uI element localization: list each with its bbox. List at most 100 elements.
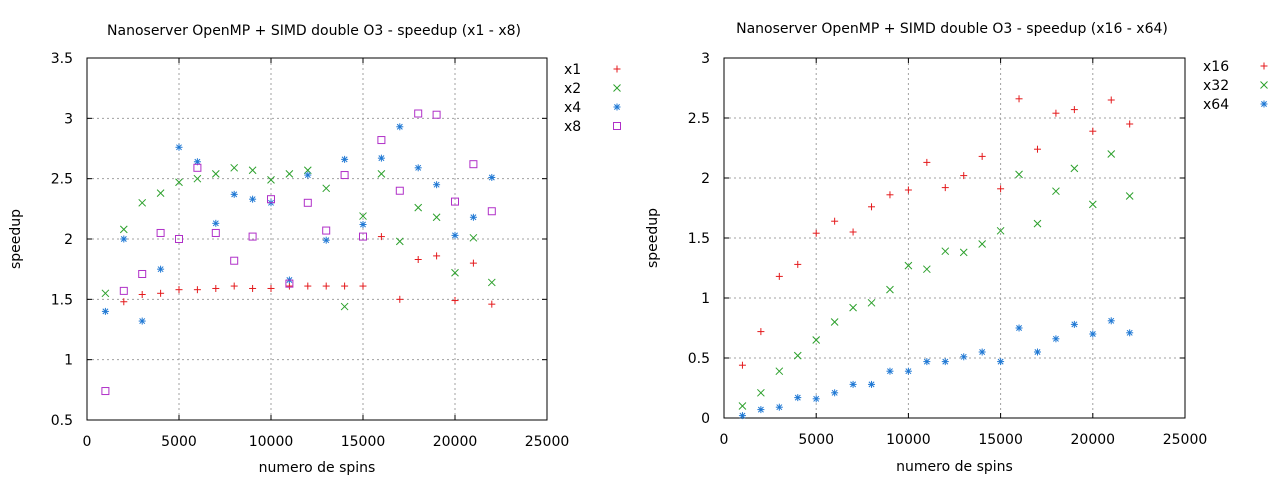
data-point [997,185,1005,193]
data-point [886,367,894,375]
data-point [978,152,986,160]
series-x64 [738,317,1134,420]
series-x1 [120,233,496,308]
data-point [101,289,110,298]
data-point [377,169,386,178]
data-point [377,233,385,241]
data-point [433,252,441,260]
data-point [285,169,294,178]
data-point [395,237,404,246]
data-point [395,186,404,195]
data-point [469,259,477,267]
chart-panel-2 [723,57,1268,420]
data-point [359,282,367,290]
data-point [849,228,857,236]
data-point [175,178,183,187]
data-point [414,203,423,212]
data-point [738,412,746,420]
data-point [267,176,275,184]
data-point [304,171,312,179]
data-point [487,207,496,216]
data-point [322,236,330,244]
chart-panel-1 [86,57,621,421]
data-point [211,169,220,178]
data-point [1070,164,1079,173]
data-point [1015,324,1023,332]
data-point [230,282,238,290]
data-point [267,284,275,292]
data-point [469,213,477,221]
data-point [230,190,238,198]
data-point [432,213,441,222]
y-tick-label: 2.5 [688,111,710,127]
data-point [812,229,820,237]
data-point [996,226,1005,235]
data-point [414,109,423,118]
data-point [775,272,783,280]
data-point [193,286,201,294]
data-point [469,160,478,169]
data-point [960,353,968,361]
data-point [340,302,349,311]
data-point [868,203,876,211]
data-point [775,403,783,411]
data-point [341,282,349,290]
data-point [212,284,220,292]
data-point [156,228,165,237]
data-point [794,260,802,268]
data-point [959,248,968,257]
data-point [138,198,147,207]
legend-label: x8 [564,119,581,135]
data-point [1088,200,1097,209]
data-point [1089,127,1097,135]
data-point [211,228,220,237]
data-point [359,212,367,220]
data-point [488,173,496,181]
legend-marker [1260,81,1268,89]
data-point [156,189,165,198]
y-tick-label: 0 [701,411,710,427]
series-x8 [101,109,496,396]
data-point [249,195,257,203]
data-point [175,235,183,243]
data-point [451,297,459,305]
data-point [267,195,275,204]
data-point [757,406,765,414]
x-tick-label: 20000 [433,434,478,450]
legend-label: x2 [564,81,581,97]
data-point [1033,145,1041,153]
data-point [377,136,386,145]
y-tick-label: 1.5 [688,231,710,247]
data-point [1107,150,1116,158]
data-point [1070,106,1078,114]
data-point [793,351,802,360]
data-point [414,164,422,172]
x-tick-label: 0 [83,434,92,450]
data-point [738,402,747,410]
data-point [248,166,257,175]
data-point [849,303,857,312]
data-point [812,395,820,403]
data-point [396,123,404,131]
data-point [1125,192,1134,200]
data-point [941,358,949,366]
data-point [451,231,459,239]
x-tick-label: 10000 [249,434,294,450]
data-point [960,172,968,180]
data-point [904,186,912,194]
data-point [119,286,128,295]
data-point [1033,348,1041,356]
data-point [757,328,765,336]
data-point [886,285,894,294]
data-point [1033,219,1042,228]
data-point [923,158,931,166]
legend-label: x16 [1203,59,1229,75]
data-point [867,298,876,307]
legend-marker [613,103,621,111]
data-point [1126,120,1134,128]
data-point [304,282,312,290]
data-point [886,191,894,199]
data-point [794,394,802,402]
data-point [432,110,441,119]
